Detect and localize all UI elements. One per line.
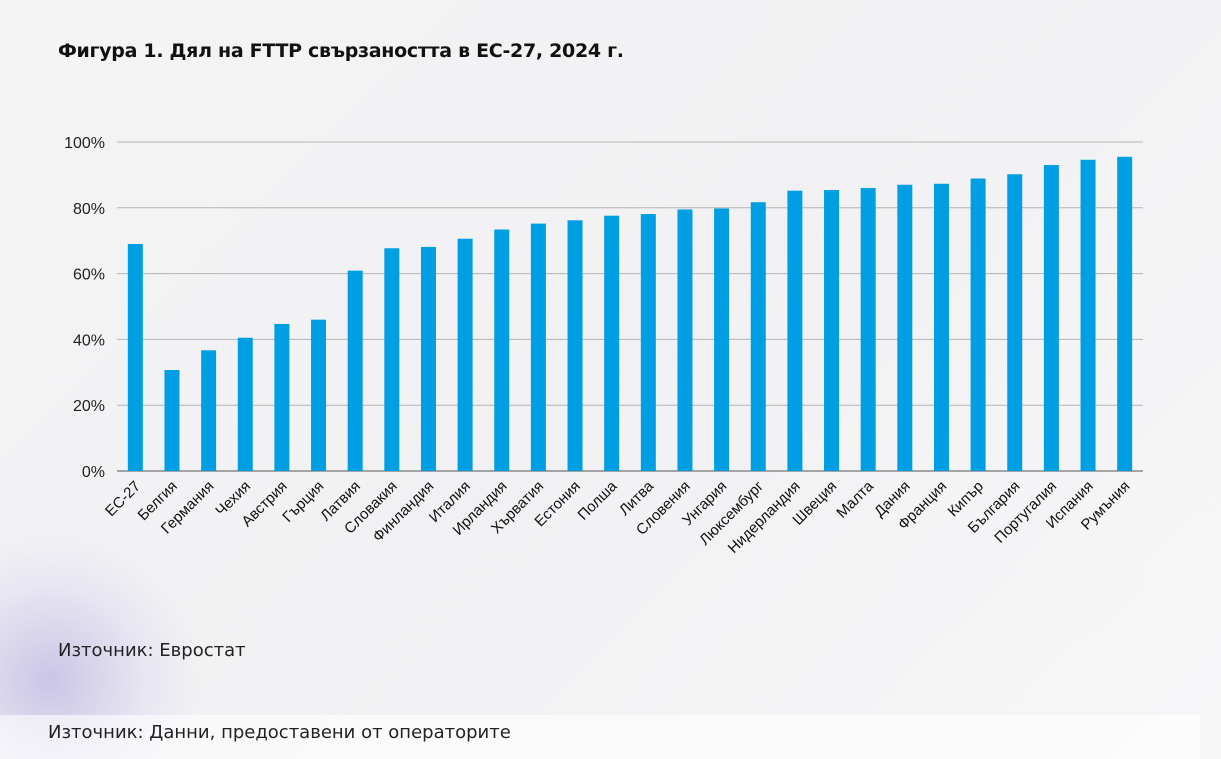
bar xyxy=(750,202,766,471)
bar xyxy=(933,183,949,471)
bar xyxy=(860,188,876,471)
bar xyxy=(824,190,840,471)
bar xyxy=(970,178,986,472)
bar xyxy=(1117,156,1133,471)
bar xyxy=(640,214,656,471)
bar xyxy=(201,350,217,471)
bar xyxy=(457,238,473,471)
bar xyxy=(677,209,693,471)
bar xyxy=(164,369,180,471)
bar-chart: 0%20%40%60%80%100%ЕС-27БелгияГерманияЧех… xyxy=(64,135,1143,557)
footer-panel xyxy=(0,715,1200,759)
bar xyxy=(1043,165,1059,471)
bar xyxy=(530,223,546,471)
y-tick-label: 60% xyxy=(73,267,105,284)
y-tick-label: 0% xyxy=(82,464,105,481)
chart-title: Фигура 1. Дял на FTTP свързаността в ЕС-… xyxy=(58,40,624,62)
bar xyxy=(1007,174,1023,471)
y-tick-label: 80% xyxy=(73,201,105,218)
bar xyxy=(127,243,143,471)
y-tick-label: 100% xyxy=(64,135,105,152)
chart-source: Източник: Евростат xyxy=(58,640,246,661)
x-tick-label: Малта xyxy=(833,477,877,521)
bar xyxy=(494,229,510,471)
x-tick-label: Гърция xyxy=(279,478,327,526)
bar xyxy=(567,220,583,471)
x-tick-label: Полша xyxy=(575,477,621,523)
y-tick-label: 40% xyxy=(73,332,105,349)
bar xyxy=(237,337,253,471)
bar xyxy=(384,248,400,471)
bar xyxy=(787,190,803,471)
page-source: Източник: Данни, предоставени от операто… xyxy=(48,722,511,743)
bar xyxy=(604,215,620,471)
bar xyxy=(311,319,327,471)
bar xyxy=(897,184,913,471)
y-tick-label: 20% xyxy=(73,398,105,415)
bar xyxy=(714,208,730,471)
bar xyxy=(420,246,436,471)
bar xyxy=(1080,159,1096,472)
bar xyxy=(274,323,290,471)
bar xyxy=(347,270,363,471)
